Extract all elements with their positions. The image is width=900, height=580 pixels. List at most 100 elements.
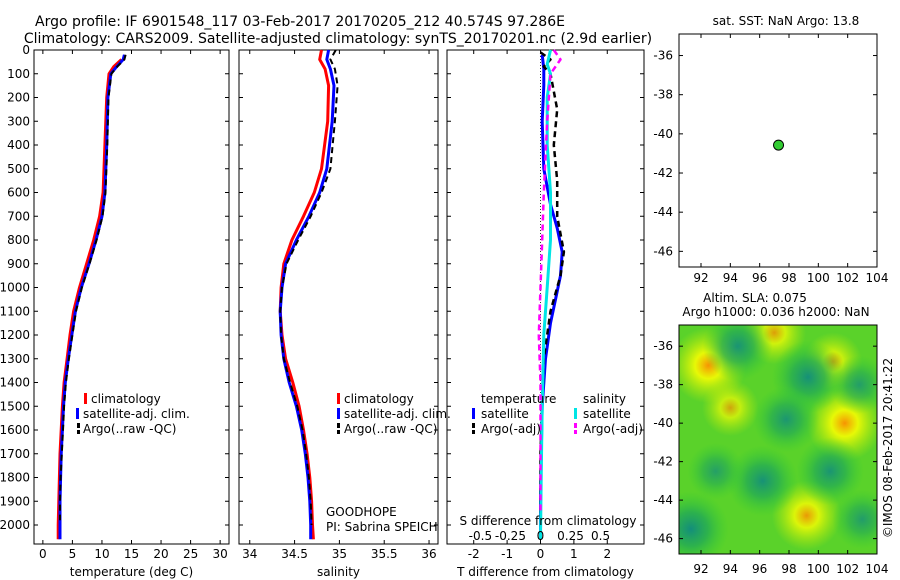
depth-tick-label: 800 — [7, 233, 30, 247]
lon-tick-label: 102 — [836, 271, 859, 285]
s-tick-label: -0.25 — [495, 529, 526, 543]
legend-swatch-satellite-adj — [76, 408, 79, 419]
s-tick-label: -0.5 — [469, 529, 492, 543]
depth-tick-label: 400 — [7, 138, 30, 152]
x-tick-label: 34.5 — [281, 547, 308, 561]
sla-low-anomaly — [679, 490, 729, 554]
legend-label-argo-raw: Argo(..raw -QC) — [83, 422, 176, 436]
x-axis-label: T difference from climatology — [456, 565, 634, 579]
x-tick-label: 1 — [570, 547, 578, 561]
depth-tick-label: 100 — [7, 67, 30, 81]
depth-tick-label: 1300 — [0, 352, 30, 366]
x-tick-label: 34 — [242, 547, 257, 561]
lon-tick-label: 94 — [723, 562, 738, 576]
s-tick-label: 0 — [537, 529, 545, 543]
legend-label-temp-satellite: satellite — [481, 407, 529, 421]
lon-tick-label: 94 — [723, 271, 738, 285]
legend-label-climatology: climatology — [344, 392, 414, 406]
lat-tick-label: -42 — [653, 455, 673, 469]
x-tick-label: 0 — [537, 547, 545, 561]
depth-tick-label: 1400 — [0, 376, 30, 390]
lat-tick-label: -36 — [653, 339, 673, 353]
salinity-legend: climatology satellite-adj. clim. Argo(..… — [326, 392, 451, 534]
series-line-argo-raw-qc — [279, 49, 339, 526]
lon-tick-label: 92 — [693, 562, 708, 576]
depth-tick-label: 1500 — [0, 399, 30, 413]
sla-low-anomaly — [752, 386, 820, 453]
legend-label-argo-raw: Argo(..raw -QC) — [344, 422, 437, 436]
legend-swatch-sal-argo-b — [574, 430, 577, 434]
legend-swatch-argo-raw-b — [337, 430, 340, 434]
lat-tick-label: -40 — [653, 127, 673, 141]
legend-swatch-climatology — [337, 393, 340, 404]
depth-tick-label: 900 — [7, 257, 30, 271]
x-tick-label: 5 — [69, 547, 77, 561]
legend-swatch-climatology — [84, 393, 87, 404]
lon-tick-label: 98 — [781, 562, 796, 576]
difference-panel: -2 -1 0 1 2 T difference from climatology -0.5… — [447, 49, 644, 579]
salinity-panel: 34 34.5 35 35.5 36 salinity — [239, 49, 438, 579]
x-tick-label: 20 — [153, 547, 168, 561]
lat-tick-label: -44 — [653, 493, 673, 507]
x-tick-label: 36 — [421, 547, 436, 561]
lon-tick-label: 102 — [836, 562, 859, 576]
x-tick-label: 25 — [183, 547, 198, 561]
legend-label-satellite-adj: satellite-adj. clim. — [83, 407, 190, 421]
lon-tick-label: 104 — [866, 562, 889, 576]
depth-tick-label: 0 — [22, 43, 30, 57]
legend-swatch-argo-raw-a — [77, 423, 80, 428]
sla-low-anomaly — [832, 489, 877, 550]
x-axis-label: salinity — [317, 565, 360, 579]
x-axis-label: temperature (deg C) — [70, 565, 193, 579]
series-line-salinity-argo-adj — [537, 49, 562, 514]
temperature-panel-frame — [33, 49, 230, 545]
sst-map-panel: 92 94 96 98 100 102 104 -36 -38 -40 -42 -44 -46 — [653, 34, 888, 285]
depth-tick-label: 200 — [7, 91, 30, 105]
x-tick-label: 2 — [603, 547, 611, 561]
lat-tick-label: -38 — [653, 88, 673, 102]
x-tick-label: 0 — [39, 547, 47, 561]
legend-swatch-argo-raw-a — [337, 423, 340, 428]
sla-low-anomaly — [830, 355, 877, 414]
s-difference-label: S difference from climatology — [460, 514, 637, 528]
depth-tick-label: 500 — [7, 162, 30, 176]
float-position-marker — [773, 139, 785, 151]
depth-tick-label: 1000 — [0, 281, 30, 295]
project-label: GOODHOPE — [326, 505, 397, 519]
s-tick-label: 0.25 — [557, 529, 584, 543]
lon-tick-label: 98 — [781, 271, 796, 285]
lat-tick-label: -46 — [653, 244, 673, 258]
depth-tick-label: 1800 — [0, 471, 30, 485]
legend-label-satellite-adj: satellite-adj. clim. — [344, 407, 451, 421]
legend-swatch-temp-argo-a — [472, 423, 475, 428]
lon-tick-label: 100 — [807, 562, 830, 576]
depth-tick-label: 1600 — [0, 423, 30, 437]
x-tick-label: 15 — [124, 547, 139, 561]
legend-swatch-sal-satellite — [574, 408, 577, 419]
sla-title-line-2: Argo h1000: 0.036 h2000: NaN — [682, 305, 869, 319]
sla-high-anomaly — [701, 379, 759, 437]
depth-tick-label: 1100 — [0, 304, 30, 318]
title-line-2: Climatology: CARS2009. Satellite-adjuste… — [24, 31, 652, 47]
x-tick-label: 35.5 — [371, 547, 398, 561]
legend-label-sal-argo: Argo(-adj) — [583, 422, 643, 436]
sla-map-panel: 92 94 96 98 100 102 104 -36 -38 -40 -42 -44 -46 — [653, 324, 889, 576]
sst-title: sat. SST: NaN Argo: 13.8 — [713, 14, 860, 28]
depth-tick-label: 1200 — [0, 328, 30, 342]
sla-map-frame — [678, 324, 878, 555]
depth-tick-label: 1900 — [0, 494, 30, 508]
x-tick-label: 35 — [332, 547, 347, 561]
series-line-salinity-satellite — [539, 49, 552, 540]
sla-low-anomaly — [702, 325, 773, 381]
legend-label-climatology: climatology — [91, 392, 161, 406]
lat-tick-label: -42 — [653, 166, 673, 180]
pi-label: PI: Sabrina SPEICH — [326, 520, 438, 534]
depth-tick-label: 2000 — [0, 518, 30, 532]
legend-head-temperature: temperature — [481, 392, 556, 406]
difference-legend: temperature salinity satellite Argo(-adj… — [460, 392, 643, 528]
legend-head-salinity: salinity — [583, 392, 626, 406]
x-tick-label: 10 — [94, 547, 109, 561]
depth-tick-label: 700 — [7, 209, 30, 223]
x-tick-label: -2 — [468, 547, 480, 561]
